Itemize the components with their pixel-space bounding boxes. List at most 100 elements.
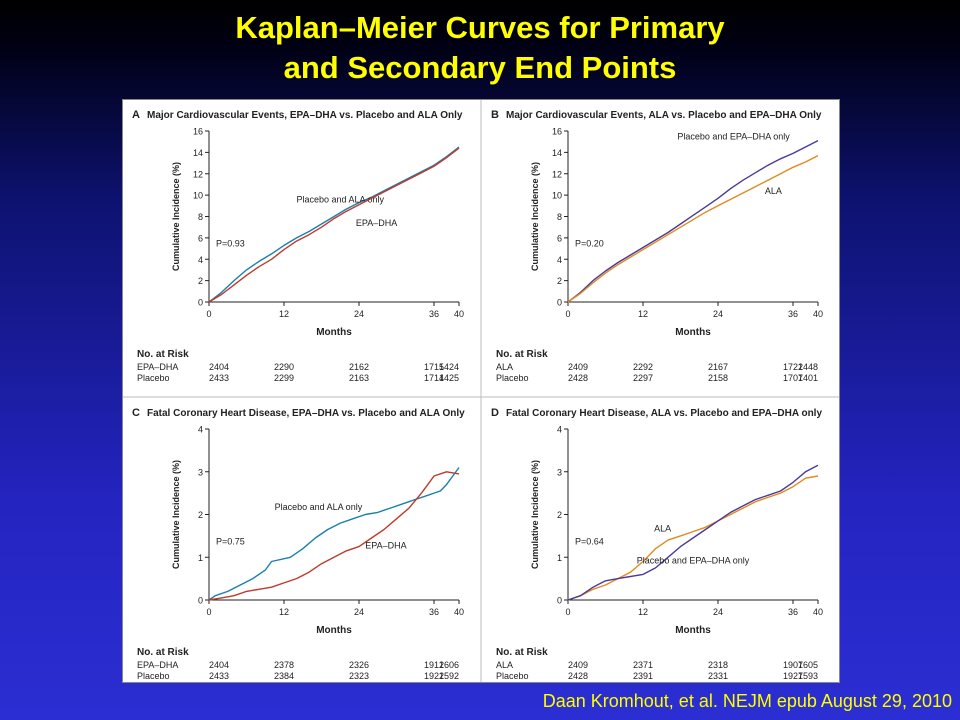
slide-title-line-2: and Secondary End Points (283, 50, 677, 85)
panel-a-risk-value: 2290 (274, 362, 294, 372)
panel-c-y-tick-label: 2 (198, 510, 203, 520)
panel-c-p-value: P=0.75 (216, 537, 245, 547)
panel-a-risk-value: 1715 (424, 362, 444, 372)
panel-b-risk-header: No. at Risk (496, 349, 548, 360)
panel-b-risk-value: 1722 (783, 362, 803, 372)
panel-a-y-tick-label: 2 (198, 276, 203, 286)
panel-d-series-line-2 (567, 464, 819, 601)
panel-c-risk-value: 1922 (424, 671, 444, 681)
panel-d-risk-row-label: ALA (496, 660, 513, 670)
panel-b-series-label-1: Placebo and EPA–DHA only (677, 132, 790, 142)
panel-b-risk-value: 2158 (708, 373, 728, 383)
panel-d-x-axis-label: Months (675, 625, 711, 636)
panel-b-risk-value: 2297 (633, 373, 653, 383)
panel-a-y-axis-label: Cumulative Incidence (%) (171, 162, 181, 271)
panel-c-letter: C (132, 407, 140, 419)
panel-d-y-axis-label: Cumulative Incidence (%) (530, 460, 540, 569)
panel-a-x-tick-label: 36 (429, 309, 439, 319)
panel-d-risk-value: 2428 (568, 671, 588, 681)
panel-c-series-line-2 (208, 471, 460, 601)
panel-a-x-tick-label: 24 (354, 309, 364, 319)
panel-b-x-tick-label: 36 (788, 309, 798, 319)
panel-b-y-tick-label: 10 (552, 191, 562, 201)
panel-d-x-tick-label: 36 (788, 607, 798, 617)
panel-d-y-tick-label: 1 (557, 553, 562, 563)
panel-b-x-tick-label: 12 (638, 309, 648, 319)
panel-b-risk-value: 1401 (798, 373, 818, 383)
panel-c-risk-value: 2404 (209, 660, 229, 670)
panel-a-risk-row-label: Placebo (137, 373, 170, 383)
panel-b-y-tick-label: 4 (557, 255, 562, 265)
figure-panel: A Major Cardiovascular Events, EPA–DHA vs… (122, 99, 840, 683)
panel-b-series-line-1 (567, 139, 819, 303)
panel-c-y-tick-label: 1 (198, 553, 203, 563)
panel-b-y-tick-label: 8 (557, 212, 562, 222)
panel-a-risk-value: 1714 (424, 373, 444, 383)
panel-a-series-line-2 (208, 147, 460, 303)
panel-c-risk-value: 2433 (209, 671, 229, 681)
panel-d-x-tick-label: 0 (565, 607, 570, 617)
panel-b-risk-row-label: Placebo (496, 373, 529, 383)
panel-a-x-axis-label: Months (316, 327, 352, 338)
panel-d-p-value: P=0.64 (575, 537, 604, 547)
panel-d-series-label-2: Placebo and EPA–DHA only (637, 556, 750, 566)
panel-d-risk-value: 2409 (568, 660, 588, 670)
panel-d-y-tick-label: 4 (557, 425, 562, 435)
panel-a-y-tick-label: 8 (198, 212, 203, 222)
panel-b-x-tick-label: 0 (565, 309, 570, 319)
panel-d-risk-header: No. at Risk (496, 647, 548, 658)
panel-b-p-value: P=0.20 (575, 239, 604, 249)
panel-c-title: Fatal Coronary Heart Disease, EPA–DHA vs… (147, 408, 465, 419)
citation: Daan Kromhout, et al. NEJM epub August 2… (542, 691, 952, 711)
panel-d-risk-value: 1593 (798, 671, 818, 681)
panel-c-y-tick-label: 4 (198, 425, 203, 435)
panel-c-risk-row-label: EPA–DHA (137, 660, 178, 670)
panel-b-risk-value: 2167 (708, 362, 728, 372)
panel-c-risk-value: 1592 (439, 671, 459, 681)
panel-b-y-tick-label: 14 (552, 148, 562, 158)
panel-a-risk-value: 2162 (349, 362, 369, 372)
panel-c-risk-value: 2378 (274, 660, 294, 670)
panel-a-risk-header: No. at Risk (137, 349, 189, 360)
panel-c-x-axis-label: Months (316, 625, 352, 636)
panel-b-x-tick-label: 40 (813, 309, 823, 319)
panel-a-series-label-1: Placebo and ALA only (296, 195, 384, 205)
panel-c-risk-value: 1912 (424, 660, 444, 670)
panel-c-risk-header: No. at Risk (137, 647, 189, 658)
panel-b-x-axis-label: Months (675, 327, 711, 338)
panel-b-series-line-2 (567, 154, 819, 303)
panel-d-x-tick-label: 24 (713, 607, 723, 617)
slide-title-line-1: Kaplan–Meier Curves for Primary (235, 10, 725, 45)
panel-b-letter: B (491, 109, 499, 121)
panel-a-x-tick-label: 12 (279, 309, 289, 319)
panel-b-y-tick-label: 0 (557, 298, 562, 308)
panel-a-risk-value: 2433 (209, 373, 229, 383)
panel-b-risk-value: 2409 (568, 362, 588, 372)
panel-d-title: Fatal Coronary Heart Disease, ALA vs. Pl… (506, 408, 822, 419)
panel-c-risk-value: 2326 (349, 660, 369, 670)
panel-d-risk-value: 2318 (708, 660, 728, 670)
panel-d-series-label-1: ALA (654, 524, 671, 534)
panel-a-risk-value: 1424 (439, 362, 459, 372)
panel-b-title: Major Cardiovascular Events, ALA vs. Pla… (506, 110, 822, 121)
panel-a-y-tick-label: 14 (193, 148, 203, 158)
panel-b-x-tick-label: 24 (713, 309, 723, 319)
panel-b-y-tick-label: 2 (557, 276, 562, 286)
panel-b-risk-value: 2428 (568, 373, 588, 383)
panel-b-y-tick-label: 6 (557, 233, 562, 243)
panel-c-x-tick-label: 12 (279, 607, 289, 617)
panel-d-risk-value: 1927 (783, 671, 803, 681)
panel-d-series-line-1 (567, 475, 819, 601)
panel-a-y-tick-label: 10 (193, 191, 203, 201)
panel-a-y-tick-label: 16 (193, 127, 203, 137)
panel-a-letter: A (132, 109, 140, 121)
panel-d-x-tick-label: 12 (638, 607, 648, 617)
panel-a-risk-value: 2404 (209, 362, 229, 372)
panel-d-risk-row-label: Placebo (496, 671, 529, 681)
panel-a-y-tick-label: 4 (198, 255, 203, 265)
panel-c-x-tick-label: 0 (206, 607, 211, 617)
panel-a-p-value: P=0.93 (216, 239, 245, 249)
panel-a-series-label-2: EPA–DHA (356, 218, 397, 228)
panel-c-y-tick-label: 3 (198, 467, 203, 477)
panel-a-risk-value: 2163 (349, 373, 369, 383)
